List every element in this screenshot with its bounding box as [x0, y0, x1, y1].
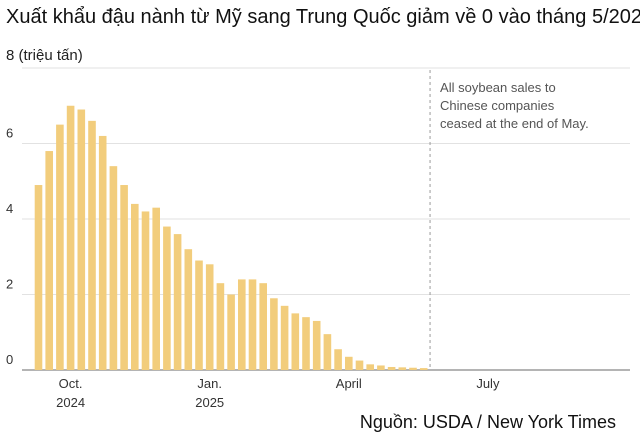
x-tick-label-year: 2025: [195, 395, 224, 410]
bar: [398, 367, 407, 370]
bar: [56, 124, 64, 370]
bar: [355, 360, 364, 370]
bar: [131, 203, 139, 370]
bar: [302, 317, 310, 370]
bar: [409, 367, 417, 370]
chart-title: Xuất khẩu đậu nành từ Mỹ sang Trung Quốc…: [6, 6, 640, 28]
bar: [334, 349, 342, 370]
y-tick-label: 2: [6, 277, 13, 292]
source-label: Nguồn: USDA / New York Times: [359, 412, 616, 432]
bar: [120, 185, 128, 370]
bar: [366, 364, 374, 370]
bar: [163, 226, 171, 370]
bar: [377, 365, 385, 370]
bar: [259, 283, 267, 370]
bar: [173, 234, 182, 370]
bar: [184, 249, 193, 370]
bar: [98, 135, 107, 370]
y-unit-label: 8 (triệu tấn): [6, 47, 83, 64]
bar: [238, 279, 246, 370]
bar: [291, 313, 300, 370]
bar: [248, 279, 257, 370]
annotation-line: All soybean sales to: [440, 80, 556, 95]
bar: [66, 105, 75, 370]
y-tick-label: 0: [6, 352, 13, 367]
x-tick-label: Jan.: [197, 376, 222, 391]
bar: [109, 166, 118, 370]
bar: [141, 211, 150, 370]
y-tick-label: 6: [6, 126, 13, 141]
bar: [280, 305, 289, 370]
x-tick-label: Oct.: [59, 376, 83, 391]
bar: [195, 260, 203, 370]
bar: [88, 120, 96, 370]
bar: [34, 185, 43, 370]
annotation-line: Chinese companies: [440, 98, 555, 113]
y-tick-label: 4: [6, 201, 13, 216]
bar: [270, 298, 278, 370]
x-tick-label: April: [336, 376, 362, 391]
bar: [345, 356, 353, 370]
bar: [205, 264, 214, 370]
bar: [312, 320, 321, 370]
x-tick-label-year: 2024: [56, 395, 85, 410]
bar: [216, 283, 225, 370]
bar: [387, 366, 396, 370]
annotation-line: ceased at the end of May.: [440, 116, 589, 131]
bar: [227, 294, 235, 370]
bar: [323, 334, 332, 370]
x-tick-label: July: [476, 376, 500, 391]
bar: [77, 109, 86, 371]
bar: [152, 207, 160, 370]
bar: [45, 151, 53, 370]
bar: [419, 368, 428, 370]
